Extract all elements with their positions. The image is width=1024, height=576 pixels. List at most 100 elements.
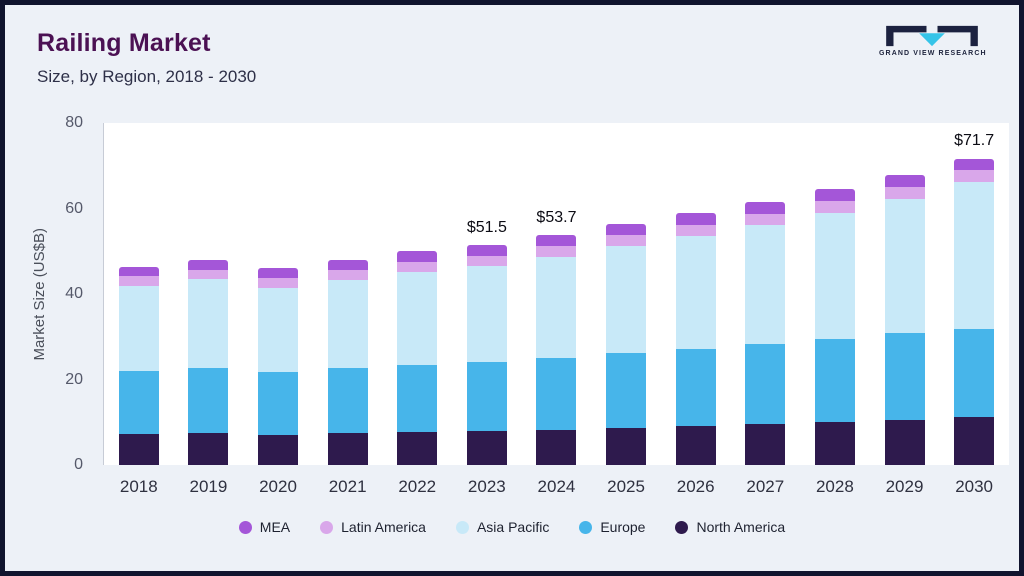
logo-text: GRAND VIEW RESEARCH: [879, 50, 987, 57]
segment-north-america: [118, 433, 159, 465]
y-axis-title: Market Size (US$B): [31, 123, 48, 465]
y-tick-label-20: 20: [65, 370, 83, 388]
bar-group-2020: 2020: [258, 123, 299, 496]
segment-asia-pacific: [118, 285, 159, 371]
bar-group-2019: 2019: [188, 123, 229, 496]
x-axis-label-2026: 2026: [676, 477, 715, 496]
segment-latin-america: [814, 201, 855, 213]
bar-stack-2022: [397, 123, 438, 465]
bar-group-2021: 2021: [327, 123, 368, 496]
segment-mea: [814, 189, 855, 202]
segment-north-america: [884, 419, 925, 465]
bar-stack-2030: [954, 123, 995, 465]
x-axis-label-2028: 2028: [815, 477, 854, 496]
bar-group-2026: 2026: [675, 123, 716, 496]
bar-stack-2020: [258, 123, 299, 465]
y-tick-label-0: 0: [74, 456, 83, 473]
bar-stack-2018: [118, 123, 159, 465]
x-axis-label-2024: 2024: [537, 477, 576, 496]
bar-stack-2025: [606, 123, 647, 465]
segment-latin-america: [118, 276, 159, 286]
segment-europe: [397, 364, 438, 433]
x-axis-label-2022: 2022: [398, 477, 437, 496]
legend-item-mea: MEA: [238, 519, 290, 535]
bar-series-container: 2018 2019 2020 2021 2022 $51.5 2023 $53.7 2024 20…: [104, 123, 1009, 496]
segment-north-america: [466, 430, 507, 465]
segment-europe: [536, 357, 577, 430]
bar-stack-2024: [536, 123, 577, 465]
x-axis-label-2020: 2020: [259, 477, 297, 496]
segment-asia-pacific: [327, 279, 368, 369]
legend-item-europe: Europe: [579, 519, 645, 535]
page-title: Railing Market: [37, 29, 211, 57]
value-label-2024: $53.7: [536, 209, 577, 227]
x-axis-label-2021: 2021: [328, 477, 367, 496]
legend-label-north-america: North America: [696, 519, 786, 535]
value-label-2030: $71.7: [954, 132, 995, 150]
segment-asia-pacific: [188, 279, 229, 368]
segment-north-america: [745, 424, 786, 465]
bar-stack-2027: [745, 123, 786, 465]
bar-group-2027: 2027: [745, 123, 786, 496]
segment-mea: [258, 268, 299, 279]
segment-latin-america: [675, 224, 716, 236]
segment-europe: [188, 367, 229, 433]
segment-mea: [606, 223, 647, 236]
x-axis-label-2025: 2025: [607, 477, 645, 496]
segment-asia-pacific: [536, 256, 577, 358]
segment-north-america: [814, 422, 855, 465]
bar-group-2030: $71.7 2030: [954, 123, 995, 496]
legend-color-dot-mea: [238, 520, 252, 534]
y-tick-label-80: 80: [65, 114, 83, 131]
segment-north-america: [606, 427, 647, 465]
segment-europe: [258, 371, 299, 435]
legend-color-dot-asia-pacific: [455, 520, 469, 534]
y-axis: 0 20 40 60 80: [55, 114, 93, 473]
segment-europe: [606, 353, 647, 428]
segment-asia-pacific: [466, 265, 507, 362]
logo-mark-icon: [886, 25, 978, 47]
legend-color-dot-latin-america: [320, 520, 334, 534]
segment-north-america: [675, 426, 716, 465]
legend-item-asia-pacific: Asia Pacific: [455, 519, 549, 535]
bar-group-2023: $51.5 2023: [466, 123, 507, 496]
segment-asia-pacific: [954, 182, 995, 330]
y-tick-label-60: 60: [65, 199, 83, 217]
legend-label-latin-america: Latin America: [341, 519, 426, 535]
segment-asia-pacific: [606, 246, 647, 353]
segment-latin-america: [327, 270, 368, 280]
segment-north-america: [536, 429, 577, 465]
segment-latin-america: [188, 269, 229, 280]
segment-latin-america: [884, 186, 925, 199]
x-axis-label-2019: 2019: [189, 477, 228, 496]
plot-area: 2018 2019 2020 2021 2022 $51.5 2023 $53.7 2024 20…: [103, 123, 1009, 496]
segment-asia-pacific: [675, 235, 716, 349]
segment-mea: [397, 251, 438, 262]
segment-europe: [954, 329, 995, 417]
segment-mea: [954, 158, 995, 171]
x-axis-label-2018: 2018: [119, 477, 158, 496]
bar-group-2028: 2028: [814, 123, 855, 496]
legend-item-north-america: North America: [675, 519, 785, 535]
chart-legend: MEA Latin America Asia Pacific Europe North …: [5, 519, 1019, 535]
bar-group-2018: 2018: [118, 123, 159, 496]
segment-mea: [466, 244, 507, 256]
y-axis-title-text: Market Size (US$B): [31, 227, 48, 361]
segment-north-america: [188, 432, 229, 465]
segment-asia-pacific: [884, 198, 925, 334]
segment-north-america: [327, 433, 368, 465]
value-label-2023: $51.5: [466, 218, 507, 236]
segment-latin-america: [466, 255, 507, 266]
segment-mea: [884, 174, 925, 187]
segment-europe: [884, 333, 925, 420]
bar-stack-2028: [814, 123, 855, 465]
segment-north-america: [397, 432, 438, 465]
segment-europe: [814, 339, 855, 423]
y-tick-label-40: 40: [65, 285, 83, 302]
grand-view-research-logo: GRAND VIEW RESEARCH: [879, 25, 987, 57]
segment-asia-pacific: [814, 212, 855, 340]
segment-asia-pacific: [258, 287, 299, 372]
segment-mea: [327, 259, 368, 271]
segment-mea: [536, 235, 577, 247]
